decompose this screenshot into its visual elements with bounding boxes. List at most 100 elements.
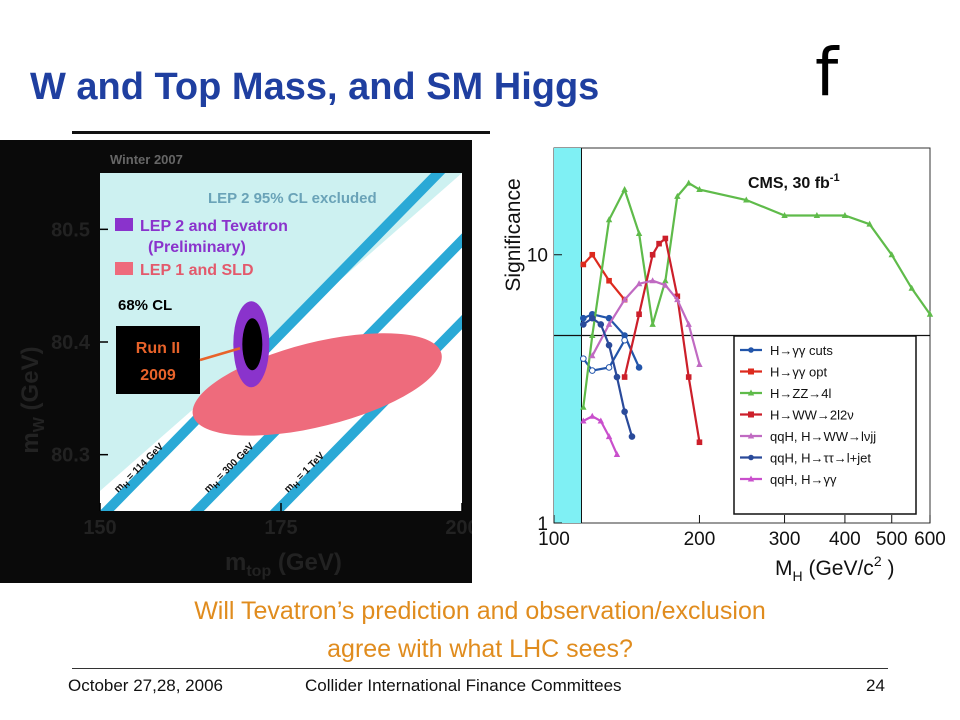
data-point xyxy=(635,280,643,287)
legend-lep2-tevatron: LEP 2 and Tevatron xyxy=(140,218,288,235)
legend-marker xyxy=(747,389,755,396)
legend-label: qqH, H→ττ→l+jet xyxy=(770,451,871,466)
y-tick-label: 1 xyxy=(537,514,548,535)
data-point xyxy=(580,314,587,322)
legend-marker xyxy=(748,454,754,461)
data-point xyxy=(908,284,915,291)
data-point xyxy=(580,261,587,268)
x-axis-title: MH (GeV/c2 ) xyxy=(775,553,894,584)
series-line xyxy=(582,181,930,408)
data-point xyxy=(580,355,587,362)
y-axis-title-group: Significance xyxy=(502,178,525,291)
data-point xyxy=(605,341,613,349)
data-point xyxy=(696,186,703,193)
cms-significance-plot: CMS, 30 fb-1 H→γγ cuts H→γγ opt H→ZZ→4l H→W… xyxy=(502,147,946,584)
y-tick-label: 10 xyxy=(527,246,548,267)
page-number: 24 xyxy=(866,676,885,695)
data-point xyxy=(636,311,642,318)
data-point xyxy=(621,408,628,415)
x-tick-label: 150 xyxy=(83,517,116,539)
x-tick-label: 600 xyxy=(914,529,946,550)
data-point xyxy=(613,451,621,458)
data-point xyxy=(696,360,703,367)
series-line xyxy=(582,252,626,301)
annotation-box xyxy=(116,326,200,394)
data-point xyxy=(589,332,596,338)
data-point xyxy=(597,417,605,424)
x-tick-label: 200 xyxy=(684,529,716,550)
run2-projection xyxy=(242,318,263,371)
panel-tag: Winter 2007 xyxy=(110,152,183,167)
question-line-2: agree with what LHC sees? xyxy=(327,635,633,663)
annotation-line-2: 2009 xyxy=(140,367,176,384)
x-tick-label: 200 xyxy=(445,517,472,539)
legend-lep2-excluded: LEP 2 95% CL excluded xyxy=(208,190,377,207)
data-point xyxy=(696,439,703,446)
y-tick-label: 80.4 xyxy=(51,332,91,354)
corner-glyph: f xyxy=(815,34,839,111)
data-point xyxy=(605,320,613,327)
y-axis-title: mW (GeV) xyxy=(17,346,48,453)
x-tick-label: 400 xyxy=(829,529,861,550)
data-point xyxy=(621,374,628,380)
x-axis-title: mtop (GeV) xyxy=(225,549,342,580)
data-point xyxy=(621,296,628,303)
legend-marker xyxy=(748,411,754,418)
data-point xyxy=(605,364,613,371)
annotation-arrow xyxy=(199,347,241,362)
footer-event: Collider International Finance Committee… xyxy=(305,676,622,695)
data-point xyxy=(649,320,656,327)
legend-swatch-lep1 xyxy=(115,262,133,275)
x-tick-label: 100 xyxy=(538,529,570,550)
legend-box xyxy=(733,335,917,515)
data-point xyxy=(662,277,669,284)
cl-label: 68% CL xyxy=(118,297,172,314)
data-point xyxy=(662,281,669,288)
data-point xyxy=(841,212,849,219)
data-point xyxy=(606,277,612,284)
higgs-band xyxy=(269,314,462,511)
legend-label: H→γγ opt xyxy=(770,365,827,380)
y-tick-label: 80.3 xyxy=(51,445,90,467)
legend-label: H→γγ cuts xyxy=(770,343,833,358)
legend-label: H→ZZ→4l xyxy=(770,386,832,401)
data-point xyxy=(685,374,692,380)
legend-marker xyxy=(748,368,754,375)
y-axis-title-group: mW (GeV) xyxy=(17,346,48,453)
data-point xyxy=(662,235,669,242)
x-tick-label: 300 xyxy=(769,529,801,550)
legend-label: qqH, H→WW→lνjj xyxy=(770,429,876,444)
legend-preliminary: (Preliminary) xyxy=(148,239,246,256)
data-point xyxy=(589,251,596,258)
data-point xyxy=(743,196,750,203)
legend-lep1-sld: LEP 1 and SLD xyxy=(140,262,254,279)
data-point xyxy=(597,321,605,328)
data-point xyxy=(888,251,895,258)
higgs-band xyxy=(100,173,446,511)
x-tick-label: 500 xyxy=(876,529,908,550)
title-underline xyxy=(72,131,490,134)
footer-divider xyxy=(72,668,888,669)
data-point xyxy=(866,220,873,227)
data-point xyxy=(589,412,596,419)
data-point xyxy=(580,403,587,410)
data-point xyxy=(674,296,681,303)
data-point xyxy=(580,417,587,424)
data-point xyxy=(649,277,656,284)
data-point xyxy=(649,251,656,258)
data-point xyxy=(635,364,643,371)
lep1-sld-contour xyxy=(192,333,442,436)
legend-marker xyxy=(747,432,755,439)
x-tick-label: 175 xyxy=(264,517,297,539)
data-point xyxy=(621,186,628,193)
footer-date: October 27,28, 2006 xyxy=(68,676,224,695)
data-point xyxy=(580,321,587,328)
y-axis-title: Significance xyxy=(502,178,525,291)
legend-marker xyxy=(748,347,754,353)
data-point xyxy=(589,352,596,359)
data-point xyxy=(926,310,934,317)
data-point xyxy=(813,212,821,219)
